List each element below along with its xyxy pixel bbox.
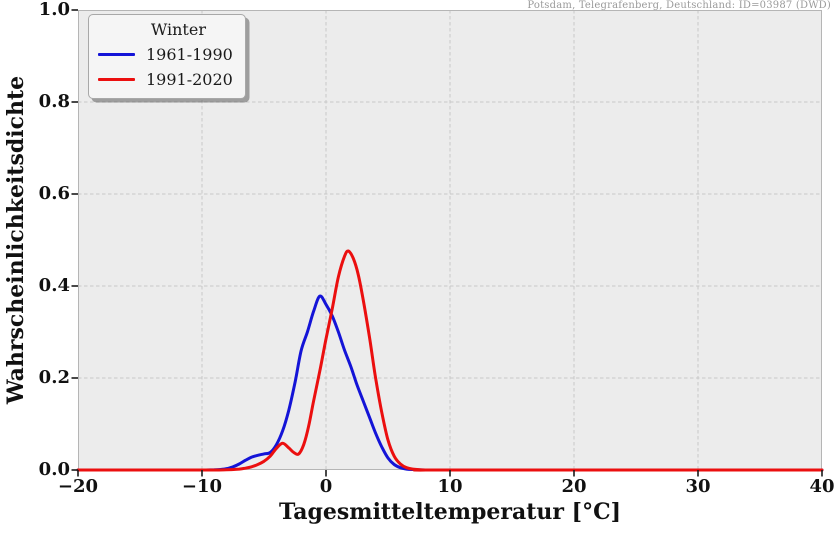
y-tick-label: 0.6 xyxy=(38,183,70,204)
legend-entry-label-1961-1990: 1961-1990 xyxy=(146,45,233,64)
y-axis-label: Wahrscheinlichkeitsdichte xyxy=(3,75,29,405)
x-tick-label: 10 xyxy=(437,476,463,497)
legend-title: Winter xyxy=(150,20,206,39)
x-tick-label: 40 xyxy=(809,476,834,497)
plot-area: Winter 1961-1990 1991-2020 xyxy=(71,9,824,477)
x-tick-label: −10 xyxy=(181,476,223,497)
x-tick-label: −20 xyxy=(57,476,99,497)
x-tick-label: 0 xyxy=(319,476,333,497)
y-tick-label: 0.4 xyxy=(38,275,70,296)
legend-line-swatch-blue xyxy=(98,52,135,57)
plot-svg xyxy=(71,9,824,477)
legend-entry-1961-1990: 1961-1990 xyxy=(98,45,233,64)
y-tick-label: 0.0 xyxy=(38,459,70,480)
legend: Winter 1961-1990 1991-2020 xyxy=(88,14,246,99)
station-attribution: Potsdam, Telegrafenberg, Deutschland: ID… xyxy=(527,0,831,11)
y-tick-label: 1.0 xyxy=(38,0,70,20)
x-tick-label: 20 xyxy=(561,476,587,497)
legend-entry-1991-2020: 1991-2020 xyxy=(98,70,233,89)
x-axis-label: Tagesmitteltemperatur [°C] xyxy=(279,499,621,525)
x-tick-label: 30 xyxy=(685,476,711,497)
legend-entry-label-1991-2020: 1991-2020 xyxy=(146,70,233,89)
y-tick-label: 0.2 xyxy=(38,367,70,388)
y-tick-label: 0.8 xyxy=(38,91,70,112)
legend-line-swatch-red xyxy=(98,77,135,82)
